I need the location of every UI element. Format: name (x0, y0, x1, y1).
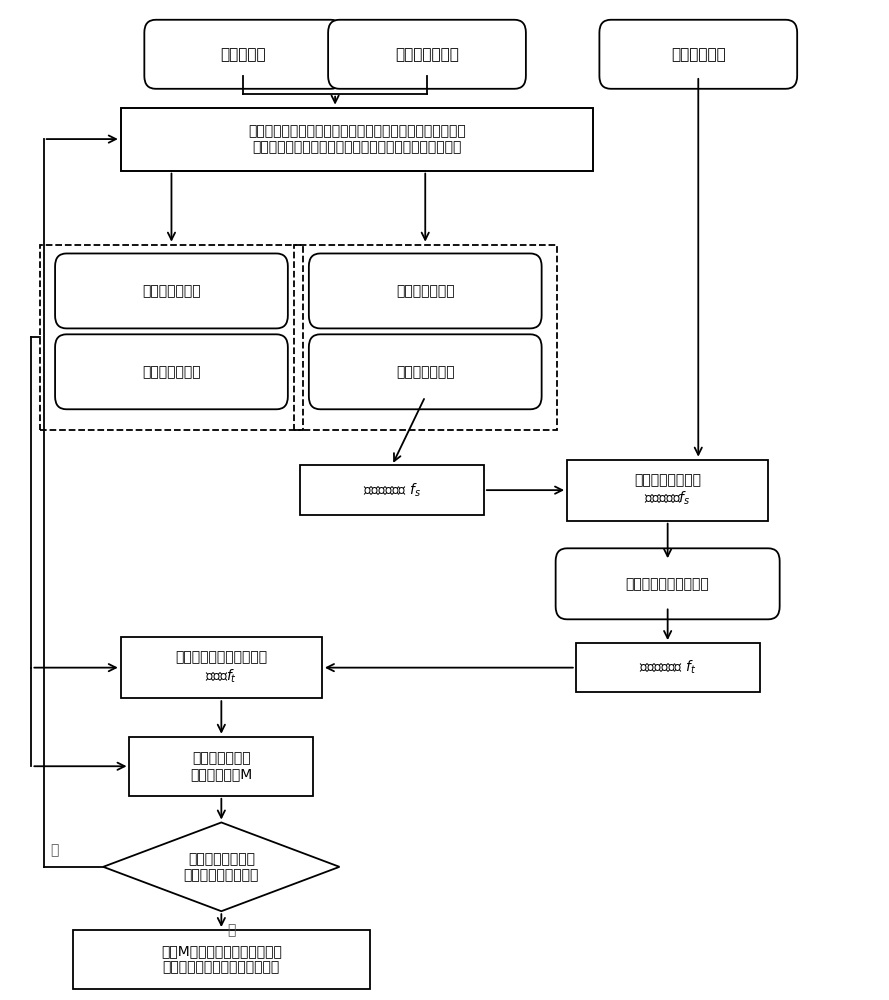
Bar (130, 737, 313, 796)
FancyBboxPatch shape (55, 253, 288, 328)
Text: 是: 是 (228, 923, 236, 937)
FancyBboxPatch shape (328, 20, 526, 89)
Text: 计算测试数据的
平均绝对误差M: 计算测试数据的 平均绝对误差M (190, 751, 252, 781)
FancyBboxPatch shape (55, 334, 288, 409)
Text: 否: 否 (51, 843, 59, 857)
Text: 训练预测模型 $f_t$: 训练预测模型 $f_t$ (639, 659, 696, 676)
Text: 选择M小于平均值的源域样本及
其剩余寿命标签作为源域训练集: 选择M小于平均值的源域样本及 其剩余寿命标签作为源域训练集 (161, 944, 282, 975)
Text: 源域样本集: 源域样本集 (220, 47, 266, 62)
Bar (294, 245, 557, 430)
FancyBboxPatch shape (308, 253, 541, 328)
Bar (121, 108, 593, 171)
Text: 选择一个未选过的源域样本及其对应的剩余寿命标签作为测
试数据，其它样本及其对应的剩余寿命标签作为训练数据: 选择一个未选过的源域样本及其对应的剩余寿命标签作为测 试数据，其它样本及其对应的… (248, 124, 466, 154)
Text: 源域样本集标签: 源域样本集标签 (395, 47, 459, 62)
Text: 测试数据的信号: 测试数据的信号 (142, 365, 201, 379)
Bar (300, 465, 484, 515)
Text: 目标域样本集: 目标域样本集 (671, 47, 725, 62)
Bar (40, 245, 303, 430)
Polygon shape (103, 822, 340, 911)
Text: 训练数据的标签: 训练数据的标签 (396, 284, 454, 298)
FancyBboxPatch shape (556, 548, 780, 619)
Text: 目标域训练样本伪标签: 目标域训练样本伪标签 (626, 577, 709, 591)
Bar (121, 637, 322, 698)
Text: 训练数据的信号: 训练数据的信号 (396, 365, 454, 379)
Text: 测试数据的标签: 测试数据的标签 (142, 284, 201, 298)
FancyBboxPatch shape (308, 334, 541, 409)
FancyBboxPatch shape (599, 20, 797, 89)
Text: 将目标域训练集输
入预测模型$f_s$: 将目标域训练集输 入预测模型$f_s$ (634, 473, 701, 507)
Bar (576, 643, 759, 692)
FancyBboxPatch shape (144, 20, 342, 89)
Text: 判断是否选完源域
样本集中所有的样本: 判断是否选完源域 样本集中所有的样本 (184, 852, 259, 882)
Text: 将测试数据的数据输入预
测模型$f_t$: 将测试数据的数据输入预 测模型$f_t$ (175, 651, 268, 685)
Text: 训练预测模型 $f_s$: 训练预测模型 $f_s$ (363, 481, 421, 499)
Bar (73, 930, 370, 989)
Bar (567, 460, 768, 521)
